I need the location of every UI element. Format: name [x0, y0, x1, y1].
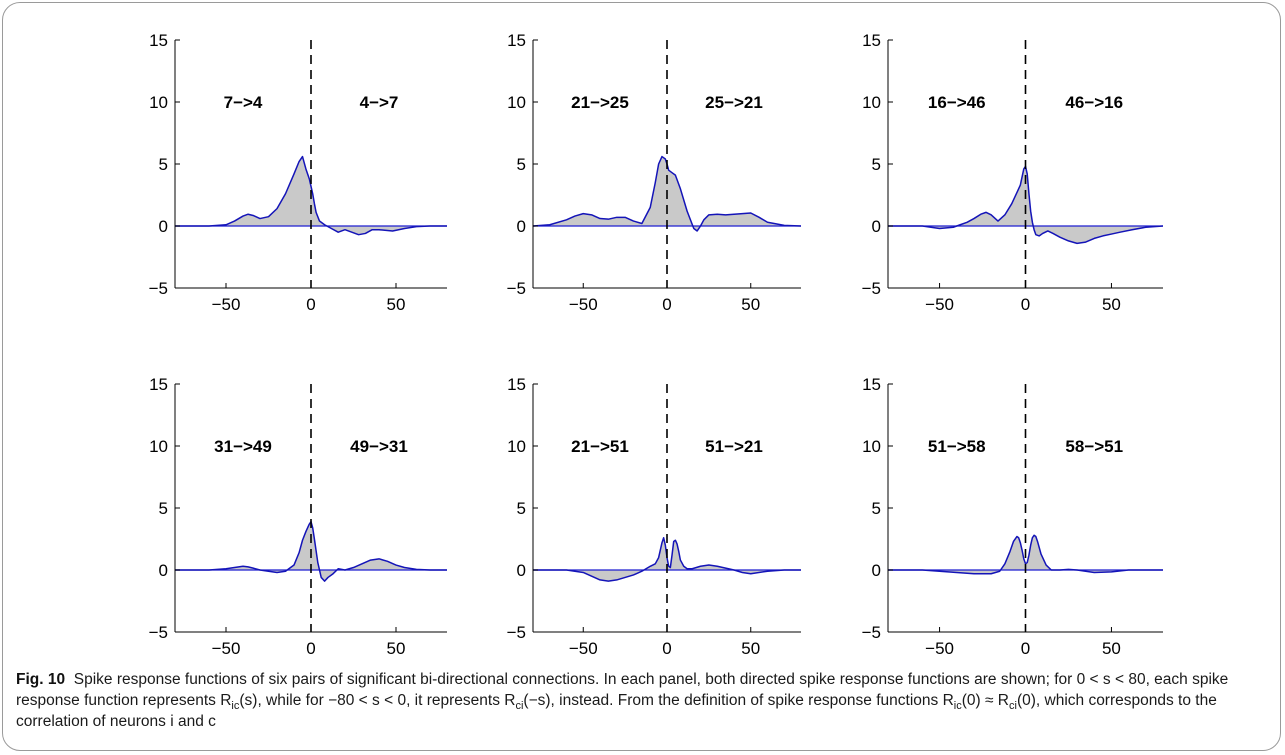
y-tick-label: −5: [149, 279, 168, 298]
y-tick-label: 5: [517, 155, 526, 174]
direction-label-right: 4−>7: [360, 93, 399, 112]
response-line: [533, 537, 801, 582]
y-tick-label: 10: [862, 93, 881, 112]
y-tick-label: 15: [862, 375, 881, 394]
direction-label-right: 51−>21: [705, 437, 763, 456]
y-tick-label: 15: [862, 31, 881, 50]
y-tick-label: 5: [159, 499, 168, 518]
direction-label-right: 49−>31: [350, 437, 408, 456]
y-tick-label: 5: [517, 499, 526, 518]
direction-label-right: 25−>21: [705, 93, 763, 112]
direction-label-right: 46−>16: [1065, 93, 1123, 112]
figure-caption: Fig. 10 Spike response functions of six …: [16, 669, 1271, 732]
y-tick-label: 10: [862, 437, 881, 456]
x-tick-label: 0: [662, 295, 671, 314]
y-tick-label: 10: [507, 93, 526, 112]
direction-label-left: 31−>49: [214, 437, 272, 456]
x-tick-label: −50: [569, 295, 598, 314]
y-tick-label: −5: [507, 623, 526, 642]
caption-sub-1: ic: [231, 700, 240, 713]
response-area: [888, 166, 1163, 244]
caption-arg-3: (0) ≈ R: [961, 692, 1009, 709]
caption-sub-2: ci: [515, 700, 524, 713]
caption-text-4: , which corresponds to the correlation o…: [16, 692, 1217, 730]
response-line: [175, 520, 447, 582]
x-tick-label: −50: [925, 295, 954, 314]
y-tick-label: −5: [149, 623, 168, 642]
y-tick-label: −5: [862, 623, 881, 642]
y-tick-label: 10: [149, 437, 168, 456]
y-tick-label: 5: [872, 155, 881, 174]
caption-sub-4: ci: [1008, 700, 1017, 713]
caption-label: Fig. 10: [16, 671, 66, 688]
caption-arg-1: (s): [239, 692, 258, 709]
y-tick-label: 0: [872, 217, 881, 236]
x-tick-label: 50: [741, 295, 760, 314]
y-tick-label: 15: [507, 31, 526, 50]
caption-text-3: , instead. From the definition of spike …: [550, 692, 954, 709]
direction-label-left: 7−>4: [224, 93, 263, 112]
y-tick-label: 0: [872, 561, 881, 580]
caption-text-2: , while for −80 < s < 0, it represents R: [257, 692, 516, 709]
x-tick-label: 0: [1021, 295, 1030, 314]
x-tick-label: 0: [306, 639, 315, 658]
caption-arg-4: (0): [1016, 692, 1036, 709]
direction-label-left: 51−>58: [928, 437, 986, 456]
x-tick-label: 50: [387, 295, 406, 314]
y-tick-label: 10: [149, 93, 168, 112]
y-tick-label: −5: [862, 279, 881, 298]
response-line: [888, 534, 1163, 575]
x-tick-label: 50: [1102, 639, 1121, 658]
response-line: [533, 155, 801, 232]
x-tick-label: 50: [1102, 295, 1121, 314]
y-tick-label: 15: [507, 375, 526, 394]
response-line: [888, 165, 1163, 245]
y-tick-label: 15: [149, 375, 168, 394]
x-tick-label: −50: [212, 639, 241, 658]
x-tick-label: 50: [387, 639, 406, 658]
x-tick-label: 50: [741, 639, 760, 658]
x-tick-label: −50: [925, 639, 954, 658]
direction-label-left: 21−>25: [571, 93, 629, 112]
x-tick-label: 0: [662, 639, 671, 658]
y-tick-label: 15: [149, 31, 168, 50]
y-tick-label: 0: [159, 561, 168, 580]
y-tick-label: 5: [872, 499, 881, 518]
caption-arg-2: (−s): [523, 692, 551, 709]
x-tick-label: 0: [306, 295, 315, 314]
y-tick-label: 10: [507, 437, 526, 456]
x-tick-label: 0: [1021, 639, 1030, 658]
y-tick-label: 0: [159, 217, 168, 236]
direction-label-left: 21−>51: [571, 437, 629, 456]
y-tick-label: 5: [159, 155, 168, 174]
caption-text-1: Spike response functions of six pairs of…: [16, 671, 1229, 709]
y-tick-label: 0: [517, 217, 526, 236]
x-tick-label: −50: [212, 295, 241, 314]
y-tick-label: 0: [517, 561, 526, 580]
x-tick-label: −50: [569, 639, 598, 658]
direction-label-right: 58−>51: [1065, 437, 1123, 456]
y-tick-label: −5: [507, 279, 526, 298]
caption-sub-3: ic: [953, 700, 962, 713]
response-line: [175, 155, 447, 236]
direction-label-left: 16−>46: [928, 93, 986, 112]
